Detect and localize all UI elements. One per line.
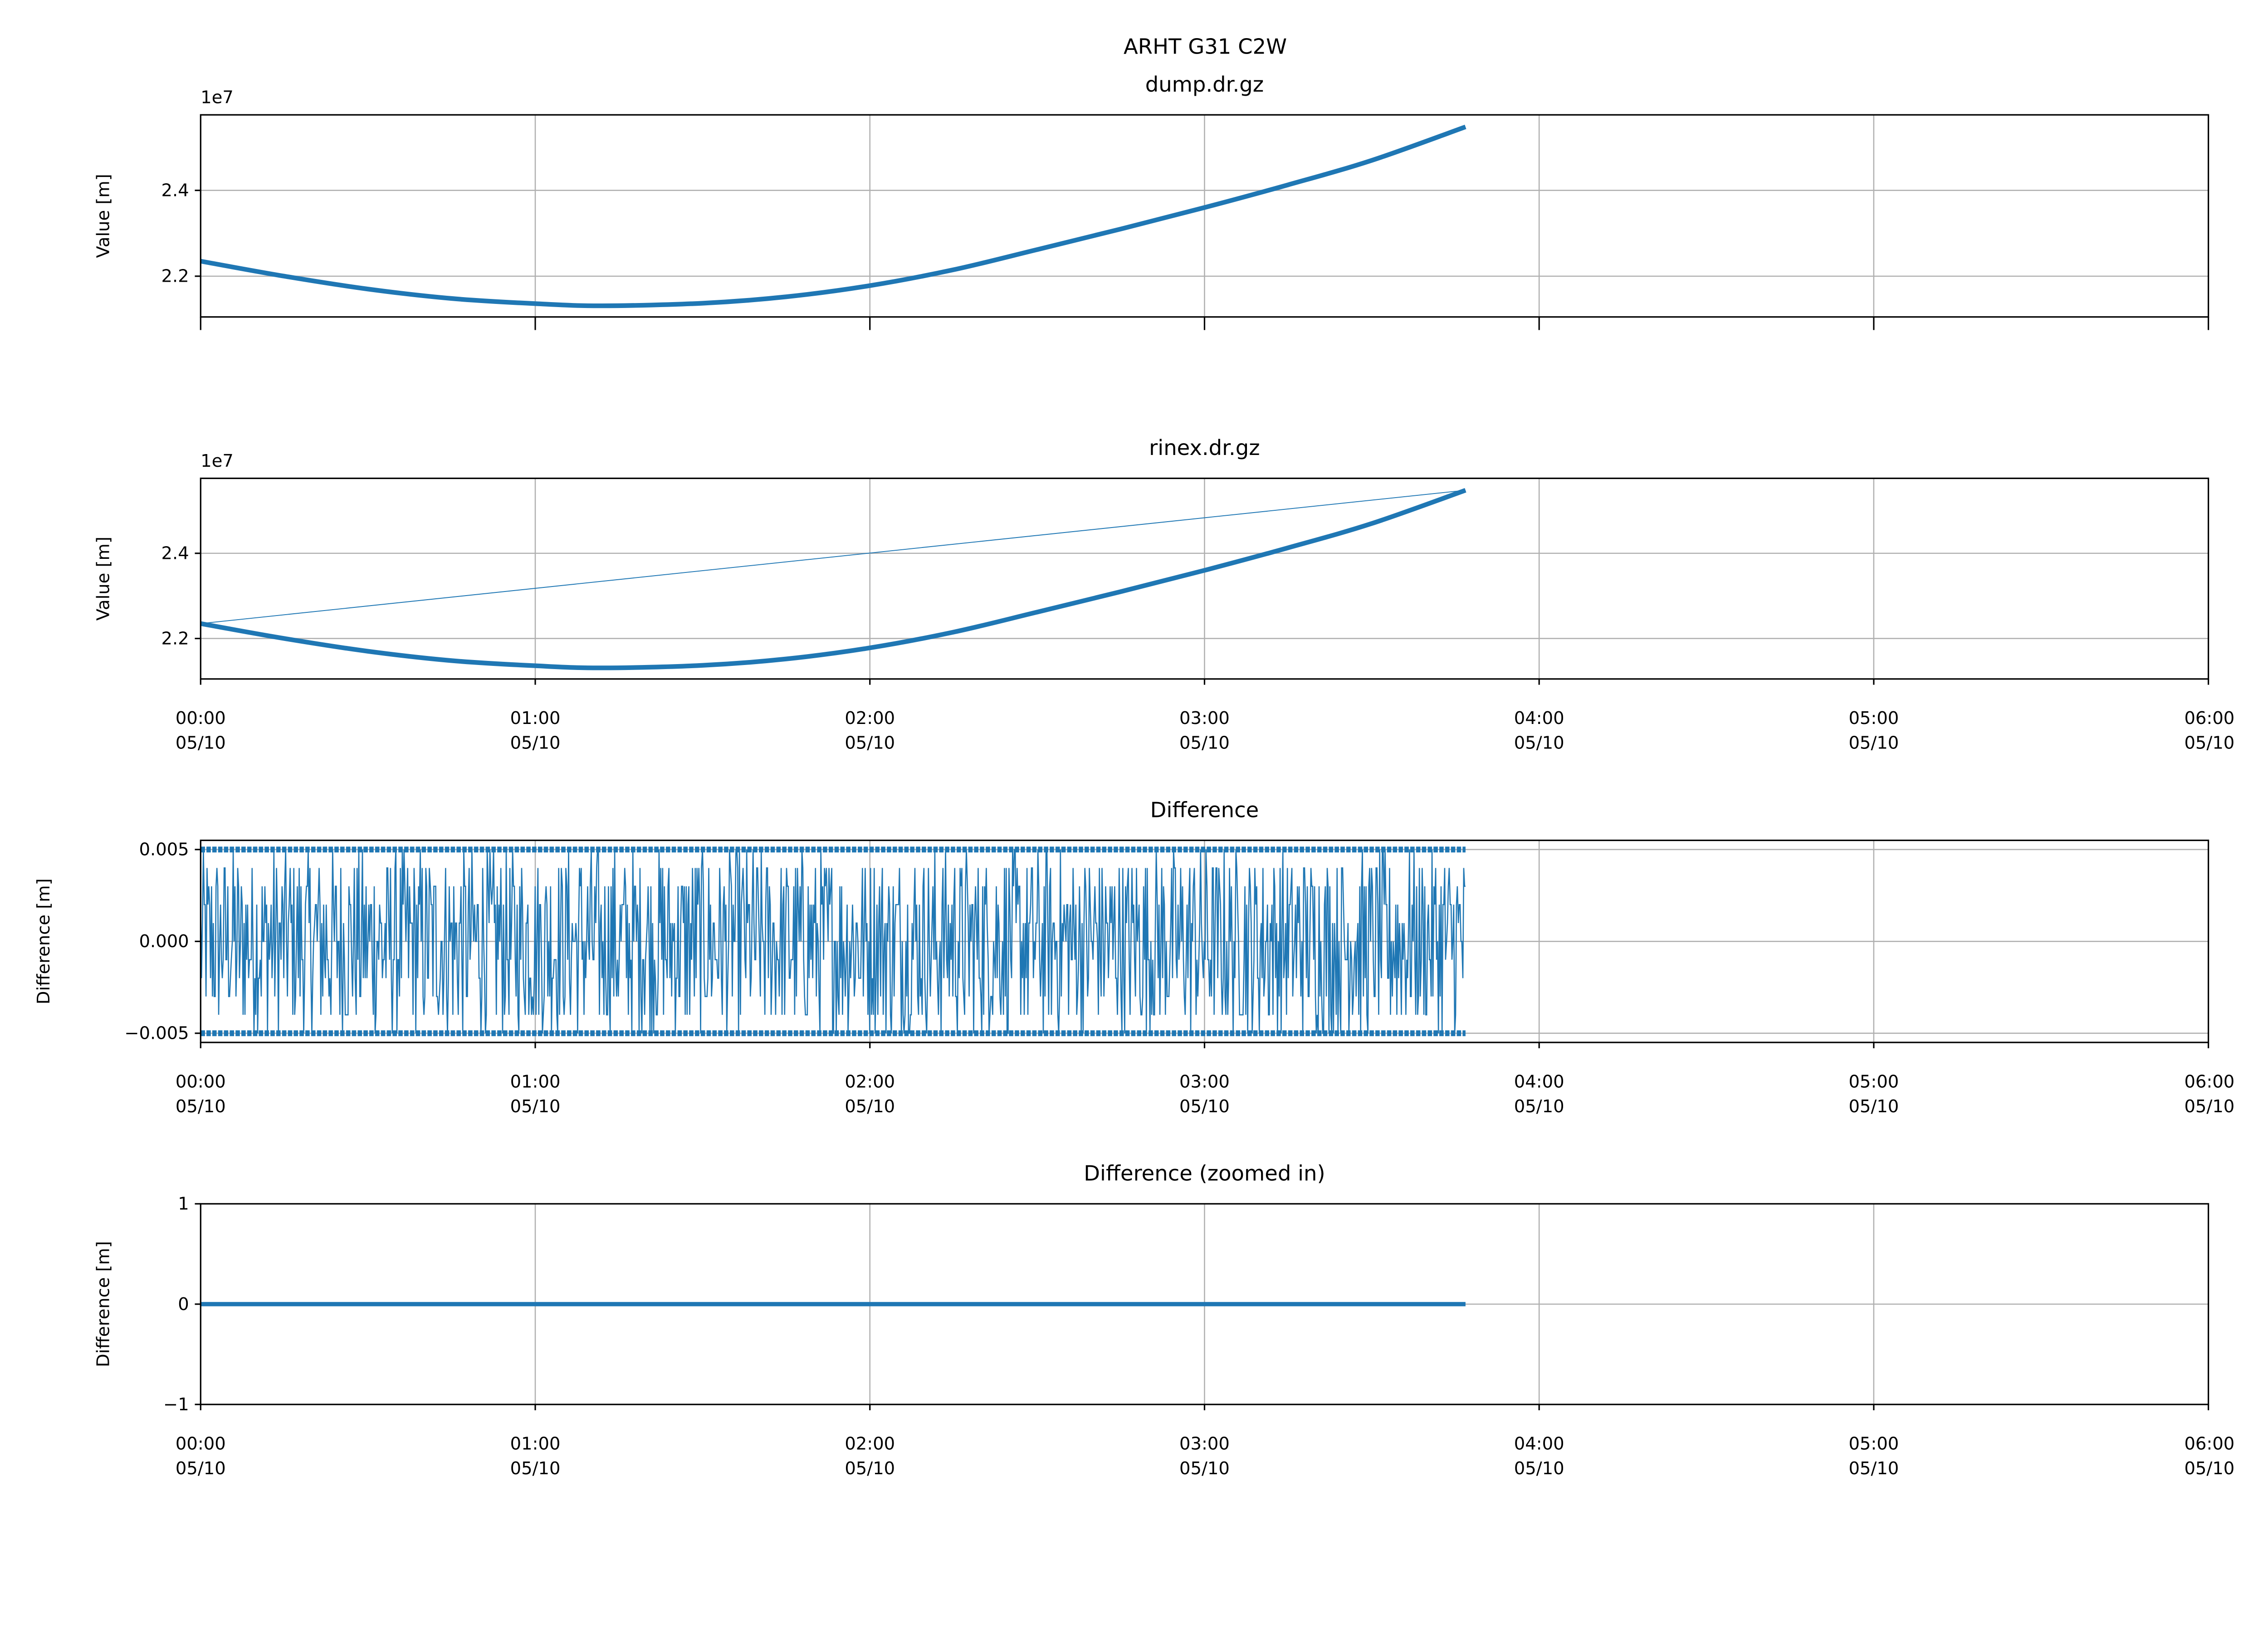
x-tick-label-date: 05/10 xyxy=(845,733,895,753)
x-tick-label-date: 05/10 xyxy=(510,1096,561,1117)
y-tick-label: 2.4 xyxy=(161,543,189,564)
subplot-title: Difference (zoomed in) xyxy=(1084,1161,1325,1186)
x-tick-label-time: 02:00 xyxy=(845,1071,895,1092)
subplot-3: −0.005 0.000 0.005 00:00 05/10 01:00 05/10 02:0… xyxy=(34,797,2234,1117)
x-tick-label-time: 02:00 xyxy=(845,1434,895,1454)
x-tick-label-date: 05/10 xyxy=(1848,1458,1899,1479)
subplot-title: Difference xyxy=(1150,797,1259,822)
x-tick-label-date: 05/10 xyxy=(176,1458,226,1479)
x-tick-label-date: 05/10 xyxy=(1179,733,1230,753)
y-tick-label: −0.005 xyxy=(124,1023,189,1044)
x-tick-label-time: 01:00 xyxy=(510,1071,561,1092)
y-axis-label: Value [m] xyxy=(93,174,113,258)
x-tick-label-date: 05/10 xyxy=(1848,733,1899,753)
x-tick-label-date: 05/10 xyxy=(176,733,226,753)
x-tick-label-date: 05/10 xyxy=(176,1096,226,1117)
x-tick-label-date: 05/10 xyxy=(1848,1096,1899,1117)
connector-line xyxy=(200,489,1466,624)
x-tick-label-time: 06:00 xyxy=(2184,1071,2234,1092)
x-tick-label-date: 05/10 xyxy=(510,733,561,753)
subplot-4: −1 0 1 00:00 05/10 01:00 05/10 02:00 05/10 03:00 0… xyxy=(93,1161,2234,1479)
subplot-title: dump.dr.gz xyxy=(1145,72,1264,97)
series-line xyxy=(200,124,1466,308)
subplot-title: rinex.dr.gz xyxy=(1149,435,1260,460)
x-tick-label-date: 05/10 xyxy=(1179,1458,1230,1479)
y-tick-label: 1 xyxy=(178,1194,189,1214)
x-tick-label-time: 06:00 xyxy=(2184,1434,2234,1454)
y-tick-label: 2.2 xyxy=(161,628,189,649)
x-tick-label-date: 05/10 xyxy=(845,1096,895,1117)
y-axis-label: Difference [m] xyxy=(34,878,54,1004)
x-tick-label-time: 05:00 xyxy=(1848,708,1899,728)
x-tick-label-time: 05:00 xyxy=(1848,1071,1899,1092)
subplots: 1e7 2.2 2.4 dump.dr.gz Value [m] 1e7 2.2 2.4 00:… xyxy=(34,72,2234,1479)
y-tick-label: 0.005 xyxy=(139,840,189,860)
axes-frame xyxy=(200,477,2209,680)
x-tick-label-date: 05/10 xyxy=(1514,733,1564,753)
x-tick-label-date: 05/10 xyxy=(2184,1096,2234,1117)
x-tick-label-time: 05:00 xyxy=(1848,1434,1899,1454)
x-tick-label-date: 05/10 xyxy=(2184,1458,2234,1479)
x-tick-label-time: 06:00 xyxy=(2184,708,2234,728)
y-tick-label: −1 xyxy=(163,1394,189,1415)
figure: ARHT G31 C2W 1e7 2.2 2.4 dump.dr.gz Value [m… xyxy=(34,34,2234,1479)
x-tick-label-date: 05/10 xyxy=(510,1458,561,1479)
y-tick-label: 2.2 xyxy=(161,266,189,287)
x-tick-label-time: 03:00 xyxy=(1179,708,1230,728)
y-axis-label: Difference [m] xyxy=(93,1241,113,1367)
figure-title: ARHT G31 C2W xyxy=(1124,34,1287,59)
x-tick-label-time: 03:00 xyxy=(1179,1434,1230,1454)
x-tick-label-date: 05/10 xyxy=(1514,1458,1564,1479)
y-tick-label: 0 xyxy=(178,1294,189,1315)
x-tick-label-time: 04:00 xyxy=(1514,1071,1564,1092)
y-tick-label: 2.4 xyxy=(161,181,189,201)
x-tick-label-time: 00:00 xyxy=(176,1434,226,1454)
offset-label: 1e7 xyxy=(200,451,234,471)
x-tick-label-time: 04:00 xyxy=(1514,1434,1564,1454)
y-axis-label: Value [m] xyxy=(93,537,113,621)
series-line xyxy=(200,488,1466,670)
x-tick-label-time: 01:00 xyxy=(510,1434,561,1454)
x-tick-label-date: 05/10 xyxy=(1514,1096,1564,1117)
x-tick-label-time: 04:00 xyxy=(1514,708,1564,728)
x-tick-label-date: 05/10 xyxy=(845,1458,895,1479)
x-tick-label-date: 05/10 xyxy=(1179,1096,1230,1117)
subplot-2: 1e7 2.2 2.4 00:00 05/10 01:00 05/10 02:00 05/10 0… xyxy=(93,435,2234,753)
x-tick-label-date: 05/10 xyxy=(2184,733,2234,753)
x-tick-label-time: 03:00 xyxy=(1179,1071,1230,1092)
x-tick-label-time: 02:00 xyxy=(845,708,895,728)
subplot-1: 1e7 2.2 2.4 dump.dr.gz Value [m] xyxy=(93,72,2209,330)
y-tick-label: 0.000 xyxy=(139,931,189,952)
offset-label: 1e7 xyxy=(200,88,234,108)
x-tick-label-time: 01:00 xyxy=(510,708,561,728)
x-tick-label-time: 00:00 xyxy=(176,1071,226,1092)
x-tick-label-time: 00:00 xyxy=(176,708,226,728)
